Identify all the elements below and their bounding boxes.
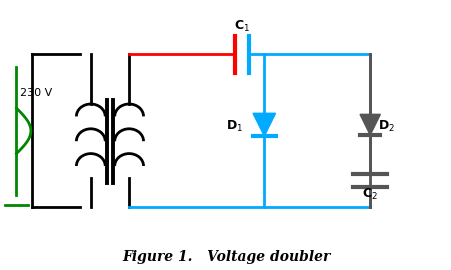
Text: 230 V: 230 V [20,88,52,98]
Polygon shape [359,114,379,135]
Text: C$_2$: C$_2$ [361,187,377,202]
Text: C$_1$: C$_1$ [233,19,249,34]
Polygon shape [253,113,275,136]
Text: D$_1$: D$_1$ [226,119,243,134]
Text: D$_2$: D$_2$ [377,119,395,134]
Text: Figure 1.   Voltage doubler: Figure 1. Voltage doubler [122,250,329,264]
